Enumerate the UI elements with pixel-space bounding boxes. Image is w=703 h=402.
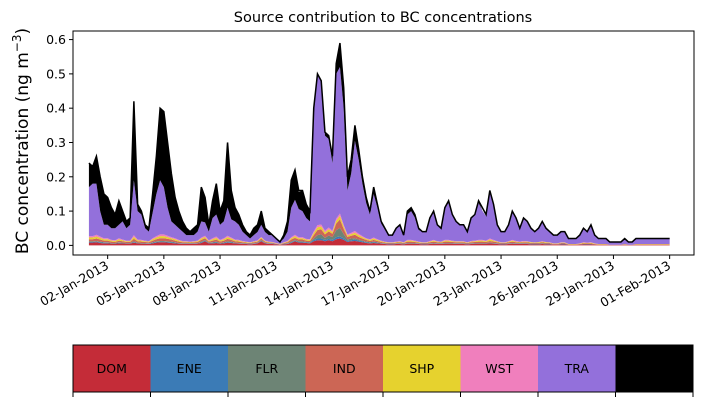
y-axis-label-main: BC concentration (ng m [13, 52, 33, 254]
legend-swatch-tra [538, 345, 616, 392]
y-tick-label: 0.6 [46, 32, 66, 47]
legend-swatch-ind [305, 345, 384, 392]
legend-label-ind: IND [333, 361, 356, 376]
y-tick-label: 0.5 [46, 66, 66, 81]
y-tick-label: 0.1 [46, 204, 66, 219]
plot-frame [72, 30, 695, 256]
legend-label-wst: WST [485, 361, 513, 376]
legend-swatch-shp [383, 345, 461, 392]
y-tick-label: 0.2 [46, 169, 66, 184]
chart-title: Source contribution to BC concentrations [234, 10, 532, 26]
y-axis-label-superscript: −3 [10, 34, 24, 52]
y-axis-label-close: ) [13, 28, 33, 35]
area-ene [88, 236, 670, 246]
legend-label-ene: ENE [177, 361, 202, 376]
area-shp [88, 215, 670, 245]
area-flr [88, 227, 670, 246]
y-axis-label: BC concentration (ng m−3) [10, 28, 33, 254]
area-ind [88, 219, 670, 246]
legend-label-tra: TRA [564, 361, 590, 376]
area-dom [88, 238, 670, 246]
legend-swatch-ene [150, 345, 229, 392]
legend-label-bb: BB [646, 361, 663, 376]
legend-swatch-flr [228, 345, 306, 392]
y-tick-label: 0.0 [46, 238, 66, 253]
y-tick-label: 0.3 [46, 135, 66, 150]
legend-label-flr: FLR [255, 361, 278, 376]
legend-swatch-wst [460, 345, 539, 392]
legend-swatch-dom [73, 345, 151, 392]
legend-colorbar: DOM ENE FLR IND SHP WST TRA BB [72, 344, 694, 397]
legend-label-shp: SHP [409, 361, 434, 376]
total-line [88, 42, 670, 244]
legend-label-dom: DOM [97, 361, 127, 376]
plot-area [88, 42, 670, 246]
y-tick-label: 0.4 [46, 101, 66, 116]
legend-swatch-bb [615, 345, 694, 392]
